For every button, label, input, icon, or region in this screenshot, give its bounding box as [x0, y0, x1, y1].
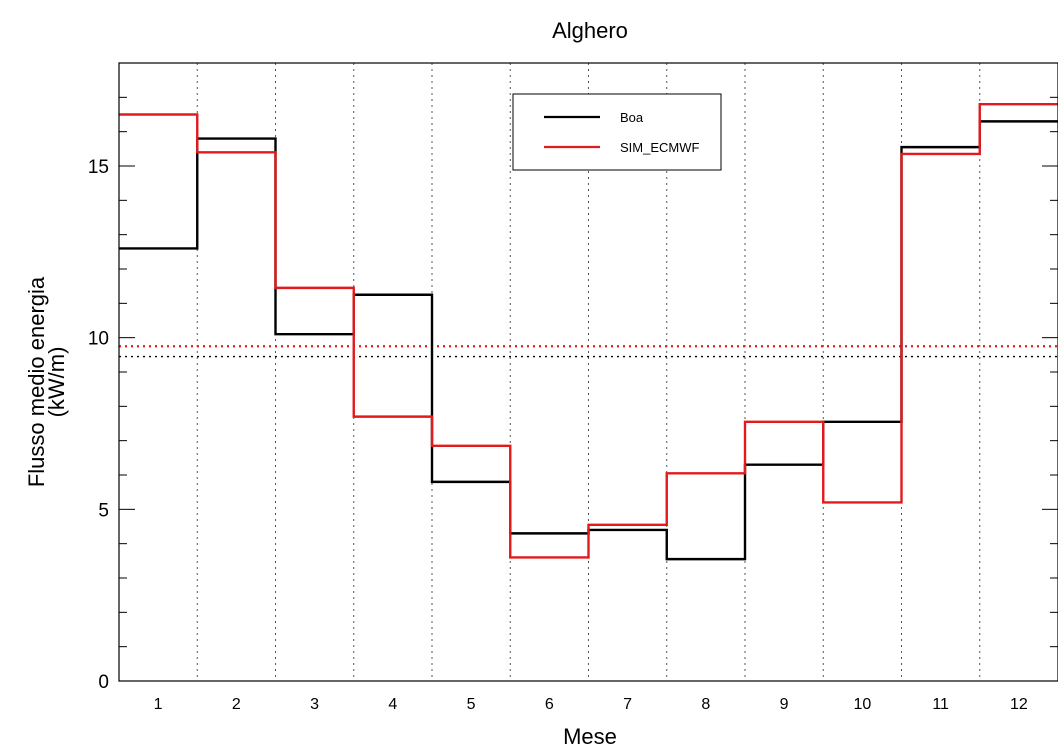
- x-tick-label: 9: [780, 696, 789, 713]
- x-tick-label: 10: [853, 696, 871, 713]
- y-axis-label-line2: (kW/m): [44, 347, 69, 418]
- x-tick-label: 2: [232, 696, 241, 713]
- x-tick-label: 3: [310, 696, 319, 713]
- legend: Boa SIM_ECMWF: [512, 93, 722, 171]
- x-tick-label: 11: [932, 696, 949, 713]
- mean-lines: [119, 345, 1058, 358]
- y-tick-label: 10: [88, 329, 109, 350]
- y-axis-label-line1: Flusso medio energia: [24, 276, 49, 487]
- legend-box: [512, 93, 722, 171]
- chart-title: Alghero: [552, 18, 628, 43]
- x-axis-label: Mese: [563, 724, 617, 749]
- y-tick-label: 0: [98, 672, 109, 693]
- y-axis-label: Flusso medio energia (kW/m): [24, 276, 69, 487]
- x-tick-label: 7: [623, 696, 632, 713]
- series-lines: [119, 103, 1058, 561]
- x-tick-label: 4: [388, 696, 397, 713]
- y-tick-label: 15: [88, 157, 109, 178]
- y-tick-label: 5: [98, 500, 109, 521]
- legend-label-boa: Boa: [620, 110, 644, 125]
- x-axis-ticks: 1 2 3 4 5 6 7 8 9 10 11 12: [154, 696, 1028, 713]
- legend-label-sim-ecmwf: SIM_ECMWF: [620, 140, 700, 155]
- x-tick-label: 5: [467, 696, 476, 713]
- series-line-sim-ecmwf: [119, 103, 1058, 559]
- x-tick-label: 12: [1010, 696, 1028, 713]
- x-tick-label: 1: [154, 696, 163, 713]
- x-tick-label: 8: [701, 696, 710, 713]
- y-axis-ticks: 0 5 10 15: [88, 62, 1058, 693]
- x-tick-label: 6: [545, 696, 554, 713]
